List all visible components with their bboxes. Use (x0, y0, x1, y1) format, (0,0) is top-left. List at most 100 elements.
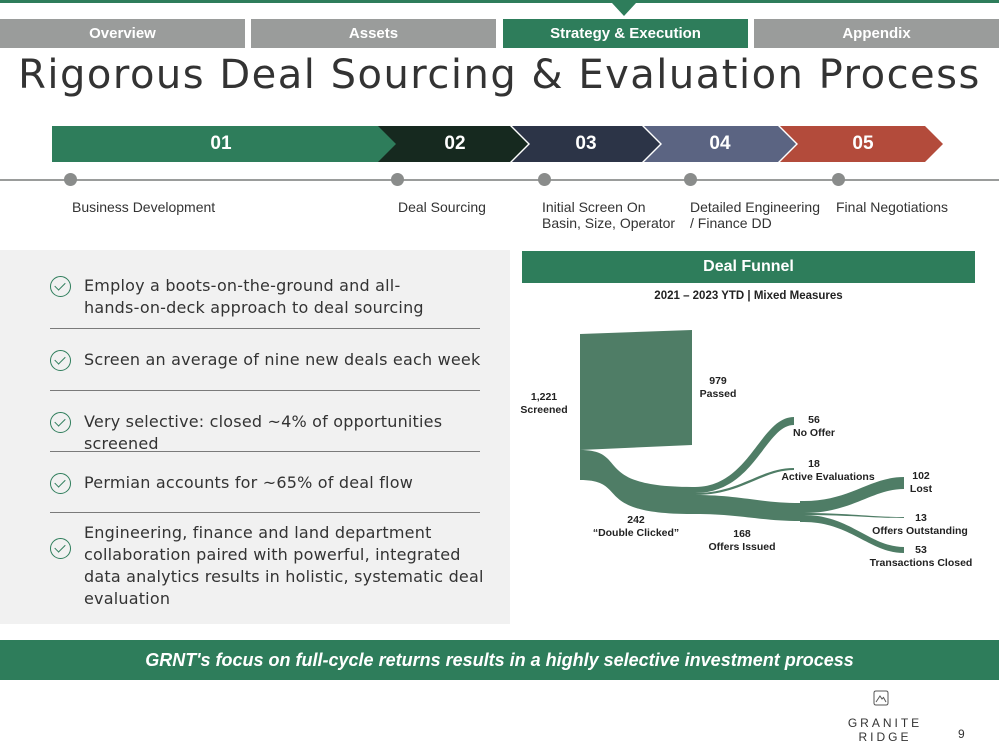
chevron-03 (512, 126, 660, 162)
sankey-flows (580, 330, 904, 553)
flow-screened-to-double-clicked (580, 450, 692, 514)
bullet-divider (50, 390, 480, 391)
tab-strategy-execution[interactable]: Strategy & Execution (503, 19, 748, 48)
step-label-02: Deal Sourcing (398, 199, 486, 215)
step-label-04-line: / Finance DD (690, 215, 772, 231)
bullet-text: Engineering, finance and land department… (84, 522, 484, 610)
highlights-panel: Employ a boots-on-the-ground and all- ha… (0, 250, 510, 624)
bullet-item: Very selective: closed ~4% of opportunit… (50, 411, 510, 455)
bullet-line: Permian accounts for ~65% of deal flow (84, 473, 413, 492)
chevron-02 (378, 126, 528, 162)
tab-appendix[interactable]: Appendix (754, 19, 999, 48)
process-chevrons: 01 02 03 04 05 (0, 126, 999, 162)
chevron-04 (644, 126, 796, 162)
bullet-item: Permian accounts for ~65% of deal flow (50, 472, 510, 494)
label-active-evaluations-value: 18 (808, 458, 820, 470)
check-circle-icon (50, 473, 71, 494)
bullet-item: Employ a boots-on-the-ground and all- ha… (50, 275, 510, 319)
timeline-dot (391, 173, 404, 186)
active-tab-pointer (612, 3, 636, 16)
step-number-03: 03 (575, 133, 597, 154)
bullet-divider (50, 451, 480, 452)
bullet-line: collaboration paired with powerful, inte… (84, 545, 461, 564)
chevron-05 (780, 126, 943, 162)
step-label-04-line: Detailed Engineering (690, 199, 820, 215)
flow-offers-issued-to-offers-outstanding (804, 513, 904, 518)
bullet-line: evaluation (84, 589, 171, 608)
step-label-03-line: Initial Screen On (542, 199, 646, 215)
label-double-clicked-value: 242 (627, 514, 645, 526)
label-offers-outstanding: Offers Outstanding (872, 525, 968, 537)
timeline-dot (538, 173, 551, 186)
deal-funnel-header: Deal Funnel (522, 251, 975, 283)
bullet-line: Engineering, finance and land department (84, 523, 432, 542)
node-offers-issued (800, 501, 804, 522)
label-offers-issued: Offers Issued (708, 541, 775, 553)
check-circle-icon (50, 276, 71, 297)
timeline-dot (832, 173, 845, 186)
bullet-text: Screen an average of nine new deals each… (84, 349, 480, 371)
label-no-offer-value: 56 (808, 414, 820, 426)
summary-banner: GRNT's focus on full-cycle returns resul… (0, 640, 999, 680)
check-circle-icon (50, 350, 71, 371)
tab-overview[interactable]: Overview (0, 19, 245, 48)
bullet-line: hands-on-deck approach to deal sourcing (84, 298, 424, 317)
bullet-line: Very selective: closed ~4% of opportunit… (84, 412, 443, 453)
label-active-evaluations: Active Evaluations (781, 471, 875, 483)
bullet-item: Screen an average of nine new deals each… (50, 349, 510, 371)
top-rule (0, 0, 999, 3)
bullet-text: Very selective: closed ~4% of opportunit… (84, 411, 510, 455)
bullet-text: Employ a boots-on-the-ground and all- ha… (84, 275, 424, 319)
timeline-dot (64, 173, 77, 186)
bullet-text: Permian accounts for ~65% of deal flow (84, 472, 413, 494)
label-lost-value: 102 (912, 470, 930, 482)
deal-funnel-subtitle: 2021 – 2023 YTD | Mixed Measures (654, 290, 843, 302)
label-passed-value: 979 (709, 375, 727, 387)
bullet-divider (50, 512, 480, 513)
tab-assets[interactable]: Assets (251, 19, 496, 48)
label-offers-outstanding-value: 13 (915, 512, 927, 524)
chevron-shapes (52, 126, 943, 162)
step-label-01: Business Development (72, 199, 216, 215)
timeline-dot (684, 173, 697, 186)
deal-funnel-sankey: 1,221 Screened 979 Passed 242 “Double Cl… (520, 330, 973, 569)
flow-double-clicked-to-active-evaluations (695, 468, 794, 495)
step-label-03: Initial Screen On Basin, Size, Operator (542, 199, 675, 231)
bullet-line: Screen an average of nine new deals each… (84, 350, 481, 369)
chevron-01 (52, 126, 398, 162)
check-circle-icon (50, 538, 71, 559)
flow-offers-issued-to-lost (804, 477, 904, 513)
node-double-clicked (691, 487, 695, 514)
label-screened-value: 1,221 (531, 391, 557, 403)
step-label-04: Detailed Engineering / Finance DD (690, 199, 820, 231)
company-logo-text: GRANITE RIDGE (847, 716, 923, 744)
flow-double-clicked-to-no-offer (695, 417, 794, 493)
label-passed: Passed (700, 388, 737, 400)
mountain-icon (873, 690, 889, 706)
label-transactions-closed: Transactions Closed (870, 557, 973, 569)
bullet-divider (50, 328, 480, 329)
step-number-01: 01 (210, 133, 232, 154)
step-label-03-line: Basin, Size, Operator (542, 215, 676, 231)
label-double-clicked: “Double Clicked” (593, 527, 679, 539)
label-lost: Lost (910, 483, 933, 495)
label-transactions-closed-value: 53 (915, 544, 927, 556)
step-number-04: 04 (709, 133, 731, 154)
bullet-item: Engineering, finance and land department… (50, 522, 510, 610)
label-no-offer: No Offer (793, 427, 835, 439)
flow-double-clicked-to-offers-issued (695, 495, 800, 521)
bullet-line: Employ a boots-on-the-ground and all- (84, 276, 401, 295)
flow-offers-issued-to-transactions-closed (804, 515, 904, 553)
label-offers-issued-value: 168 (733, 528, 751, 540)
flow-screened-to-passed (580, 330, 692, 450)
step-label-05: Final Negotiations (836, 199, 949, 215)
label-screened: Screened (520, 404, 567, 416)
bullet-line: data analytics results in holistic, syst… (84, 567, 484, 586)
page-title: Rigorous Deal Sourcing & Evaluation Proc… (18, 52, 981, 98)
step-number-05: 05 (852, 133, 874, 154)
timeline (0, 179, 999, 181)
section-tabs: Overview Assets Strategy & Execution App… (0, 19, 999, 48)
page-number: 9 (958, 727, 965, 741)
check-circle-icon (50, 412, 71, 433)
step-number-02: 02 (444, 133, 466, 154)
